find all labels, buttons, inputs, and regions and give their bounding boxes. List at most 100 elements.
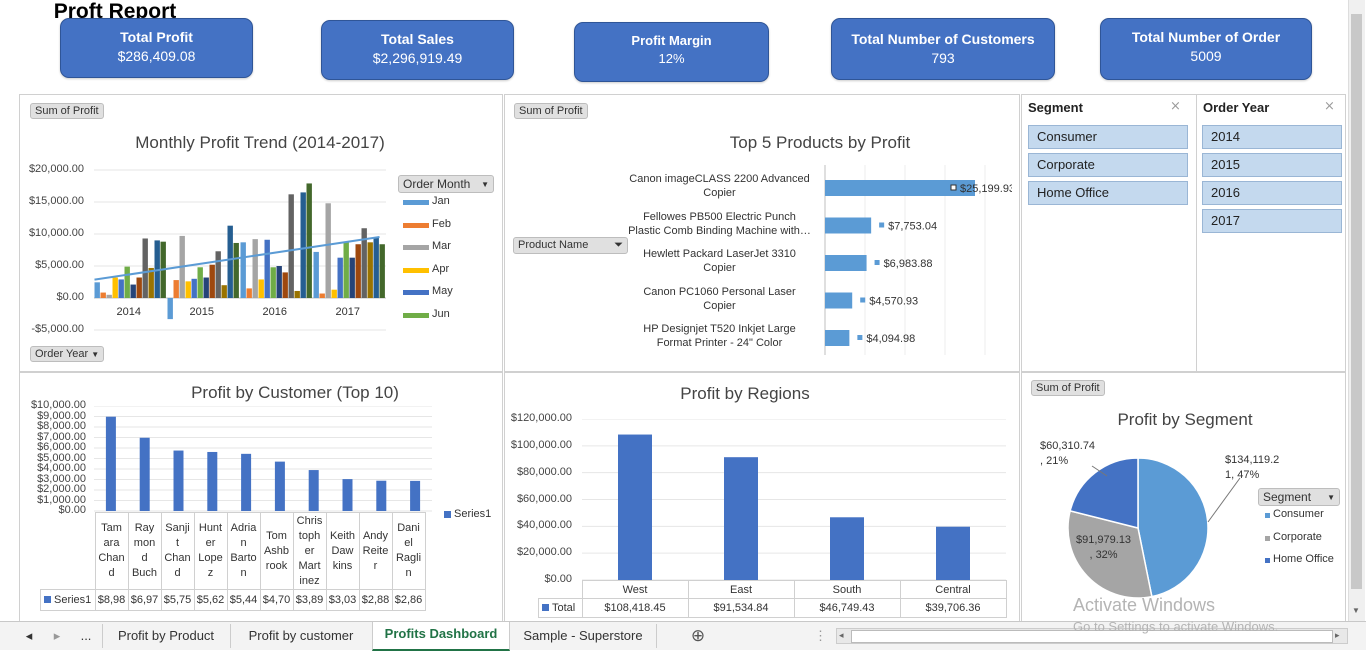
scroll-thumb[interactable] bbox=[1351, 14, 1362, 589]
x-tick-label: 2015 bbox=[189, 306, 214, 318]
trendline bbox=[94, 236, 380, 281]
pill-label: Segment bbox=[1263, 490, 1312, 504]
tab-sample-superstore[interactable]: Sample - Superstore bbox=[510, 624, 657, 648]
slicer-item-home-office[interactable]: Home Office bbox=[1028, 181, 1188, 205]
bar bbox=[342, 479, 353, 511]
bar bbox=[294, 290, 300, 298]
product-name-filter-pill[interactable]: Product Name ⏷ bbox=[513, 237, 628, 254]
bar bbox=[343, 241, 349, 298]
value-cell: $91,534.84 bbox=[687, 598, 795, 618]
slicer-item-consumer[interactable]: Consumer bbox=[1028, 125, 1188, 149]
segment-legend-pill[interactable]: Segment ▼ bbox=[1258, 488, 1340, 506]
segment-pie-chart bbox=[1067, 457, 1241, 599]
kpi-total-customers[interactable]: Total Number of Customers 793 bbox=[831, 18, 1055, 80]
region-name-cell: West bbox=[581, 580, 689, 599]
slicer-item-2014[interactable]: 2014 bbox=[1202, 125, 1342, 149]
legend-label: May bbox=[432, 285, 453, 298]
y-tick-label: $6,000.00 bbox=[37, 441, 86, 453]
data-marker bbox=[950, 184, 957, 191]
y-tick-label: $80,000.00 bbox=[516, 465, 572, 478]
bar bbox=[252, 239, 258, 298]
kpi-value: 5009 bbox=[1190, 48, 1222, 64]
y-tick-label: $20,000.00 bbox=[516, 546, 572, 559]
data-label: $6,983.88 bbox=[884, 258, 933, 270]
scroll-right-icon[interactable]: ▸ bbox=[1335, 630, 1340, 640]
bar bbox=[288, 194, 294, 298]
scroll-left-icon[interactable]: ◂ bbox=[839, 630, 844, 640]
y-tick-label: $2,000.00 bbox=[37, 483, 86, 495]
value-cell: $46,749.43 bbox=[793, 598, 901, 618]
bar bbox=[148, 267, 154, 298]
legend-swatch bbox=[1265, 513, 1270, 518]
table-row: Total $108,418.45 $91,534.84 $46,749.43 $39,… bbox=[538, 598, 1007, 618]
bar bbox=[313, 251, 319, 298]
scroll-thumb[interactable] bbox=[851, 630, 1333, 643]
monthly-profit-panel[interactable] bbox=[19, 94, 503, 372]
series-name-cell: Total bbox=[538, 598, 583, 618]
region-name-cell: South bbox=[793, 580, 901, 599]
value-cell: $5,44 bbox=[226, 589, 261, 611]
sum-of-profit-pill[interactable]: Sum of Profit bbox=[514, 103, 588, 119]
bar bbox=[306, 183, 312, 298]
region-name-cell: East bbox=[687, 580, 795, 599]
y-tick-label: $15,000.00 bbox=[28, 195, 84, 207]
sum-of-profit-pill[interactable]: Sum of Profit bbox=[30, 103, 104, 119]
clear-filter-icon[interactable]: ⨯ bbox=[1324, 98, 1335, 113]
y-tick-label: $10,000.00 bbox=[30, 399, 86, 411]
y-tick-label: $5,000.00 bbox=[35, 259, 84, 271]
tab-profits-dashboard[interactable]: Profits Dashboard bbox=[372, 622, 510, 651]
kpi-profit-margin[interactable]: Profit Margin 12% bbox=[574, 22, 769, 82]
legend-label: Mar bbox=[432, 240, 451, 253]
customer-name-cell: Tam ara Chan d bbox=[94, 512, 129, 590]
horizontal-scrollbar[interactable]: ◂ ▸ bbox=[836, 628, 1348, 644]
tab-profit-by-customer[interactable]: Profit by customer bbox=[230, 624, 371, 648]
order-month-legend-pill[interactable]: Order Month ▼ bbox=[398, 175, 494, 193]
value-cell: $6,97 bbox=[127, 589, 162, 611]
series-name-cell: Series1 bbox=[40, 589, 96, 611]
data-label: $25,199.93 bbox=[960, 183, 1012, 195]
dropdown-arrow-icon: ▼ bbox=[91, 350, 100, 359]
vertical-scrollbar[interactable]: ▼ bbox=[1348, 0, 1365, 621]
customer-name-cell: Hunt er Lope z bbox=[193, 512, 228, 590]
data-label: $4,094.98 bbox=[866, 333, 915, 345]
x-tick-label: 2017 bbox=[335, 306, 360, 318]
bar bbox=[94, 282, 100, 298]
bar bbox=[197, 267, 203, 298]
tab-prev-icon[interactable]: ◂ bbox=[25, 628, 33, 643]
scroll-down-icon[interactable]: ▼ bbox=[1352, 606, 1360, 615]
legend-swatch bbox=[403, 245, 429, 251]
bar bbox=[106, 294, 112, 298]
legend-swatch bbox=[403, 222, 429, 228]
pie-label-percent: , 32% bbox=[1089, 549, 1118, 561]
kpi-total-sales[interactable]: Total Sales $2,296,919.49 bbox=[321, 20, 514, 80]
sum-of-profit-pill[interactable]: Sum of Profit bbox=[1031, 380, 1105, 396]
legend-label: Jun bbox=[432, 308, 450, 320]
pill-label: Product Name bbox=[518, 239, 589, 251]
slicer-item-2015[interactable]: 2015 bbox=[1202, 153, 1342, 177]
bar bbox=[379, 244, 385, 298]
slicer-item-corporate[interactable]: Corporate bbox=[1028, 153, 1188, 177]
y-tick-label: -$5,000.00 bbox=[31, 323, 84, 335]
kpi-total-orders[interactable]: Total Number of Order 5009 bbox=[1100, 18, 1312, 80]
chart-title: Monthly Profit Trend (2014-2017) bbox=[135, 133, 385, 152]
add-sheet-icon[interactable]: ⊕ bbox=[690, 626, 706, 645]
kpi-label: Total Sales bbox=[381, 31, 454, 47]
slicer-item-2016[interactable]: 2016 bbox=[1202, 181, 1342, 205]
dropdown-arrow-icon: ▼ bbox=[481, 180, 489, 189]
top-products-panel[interactable] bbox=[504, 94, 1020, 372]
order-year-filter-pill[interactable]: Order Year ▼ bbox=[30, 346, 105, 362]
chart-title: Top 5 Products by Profit bbox=[729, 133, 911, 152]
kpi-total-profit[interactable]: Total Profit $286,409.08 bbox=[60, 18, 253, 78]
bar bbox=[136, 277, 142, 298]
clear-filter-icon[interactable]: ⨯ bbox=[1170, 98, 1181, 113]
value-cell: $5,62 bbox=[193, 589, 228, 611]
splitter-icon[interactable]: ⋮ bbox=[814, 628, 827, 643]
tab-profit-by-product[interactable]: Profit by Product bbox=[102, 624, 229, 648]
bar bbox=[100, 292, 106, 298]
tab-more-button[interactable]: ... bbox=[80, 628, 92, 643]
leader-line bbox=[1207, 477, 1241, 523]
y-tick-label: $1,000.00 bbox=[37, 493, 86, 506]
tab-next-icon[interactable]: ▸ bbox=[53, 628, 61, 643]
slicer-item-2017[interactable]: 2017 bbox=[1202, 209, 1342, 233]
bar bbox=[154, 240, 160, 298]
